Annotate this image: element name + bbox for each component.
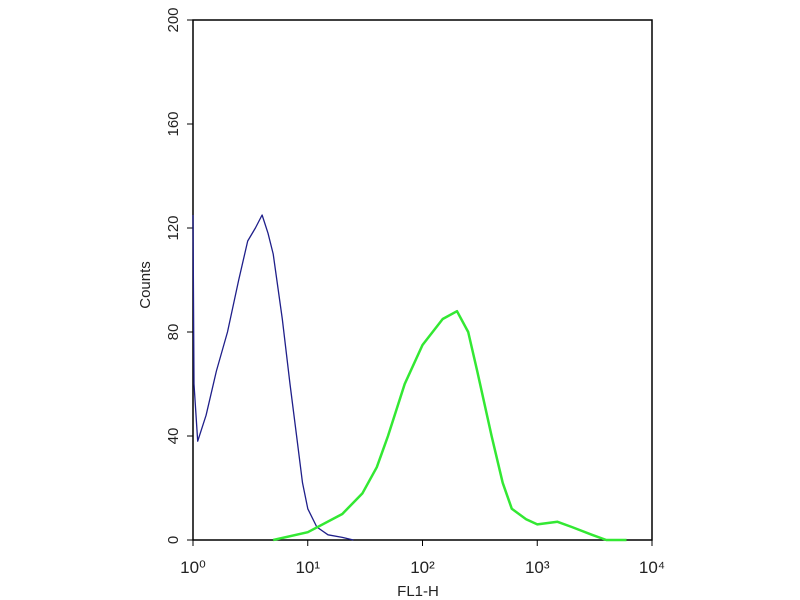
x-axis-label: FL1-H [397,583,439,600]
x-tick-label: 10¹ [295,558,320,577]
y-tick-label: 160 [165,111,182,136]
plot-frame [192,19,653,541]
y-tick-label: 120 [165,215,182,240]
y-tick-label: 40 [165,428,182,445]
x-tick-label: 10⁴ [639,558,665,577]
y-axis-label: Counts [137,261,154,309]
y-tick-label: 200 [165,7,182,32]
x-tick-label: 10² [410,558,435,577]
x-tick-label: 10⁰ [180,558,206,577]
histogram-line [192,214,354,541]
y-tick-label: 0 [165,536,182,544]
y-tick-label: 80 [165,324,182,341]
histogram-line [272,309,627,542]
x-tick-label: 10³ [525,558,550,577]
